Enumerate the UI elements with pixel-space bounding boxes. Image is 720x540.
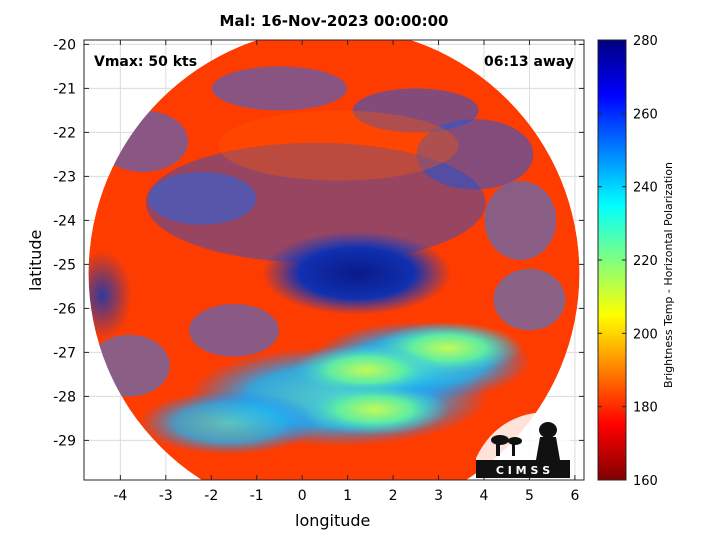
texture-blob-6: [211, 66, 347, 111]
y-axis-ticks: -20 -21 -22 -23 -24 -25 -26 -27 -28 -29: [53, 37, 584, 449]
x-tick-label: -3: [159, 488, 173, 504]
feature-cold-center: [261, 231, 452, 316]
satellite-dish-shape: [491, 435, 509, 445]
time-offset-label: 06:13 away: [484, 54, 574, 70]
water-tower-tank: [539, 422, 557, 438]
x-tick-label: 0: [298, 488, 307, 504]
y-tick-label: -29: [53, 433, 76, 449]
y-tick-label: -25: [53, 257, 76, 273]
cimss-logo: C I M S S: [476, 411, 570, 478]
cyan-band-southwest: [139, 390, 320, 455]
colorbar-tick-label: 260: [633, 107, 658, 122]
colorbar-ticks: 160 180 200 220 240 260 280: [598, 34, 658, 489]
texture-blob-0: [98, 110, 189, 172]
chart-title: Mal: 16-Nov-2023 00:00:00: [219, 12, 449, 30]
colorbar-tick-label: 240: [633, 181, 658, 196]
colorbar-tick-label: 280: [633, 34, 658, 49]
y-tick-label: -21: [53, 81, 76, 97]
y-tick-label: -22: [53, 125, 76, 141]
y-tick-label: -23: [53, 169, 76, 185]
feature-warm-band-south: [299, 383, 450, 436]
y-tick-label: -28: [53, 389, 76, 405]
x-tick-label: 6: [570, 488, 579, 504]
texture-blob-4: [189, 304, 279, 357]
colorbar-tick-label: 160: [633, 474, 658, 489]
vmax-label: Vmax: 50 kts: [94, 54, 198, 70]
x-tick-label: -1: [250, 488, 264, 504]
water-tower-legs: [536, 437, 560, 460]
texture-blob-1: [148, 172, 257, 225]
x-tick-label: 5: [525, 488, 534, 504]
texture-blob-5: [352, 88, 479, 133]
colorbar: [597, 39, 627, 481]
texture-blob-2: [416, 119, 534, 190]
colorbar-tick-label: 200: [633, 327, 658, 342]
x-axis-label: longitude: [295, 511, 371, 530]
texture-blob-3: [484, 180, 557, 260]
logo-text: C I M S S: [496, 464, 550, 477]
y-axis-label: latitude: [26, 229, 45, 291]
y-tick-label: -27: [53, 345, 76, 361]
cool-arc: [145, 142, 486, 263]
feature-cool-arc-north: [218, 110, 459, 181]
texture-blob-7: [493, 268, 566, 331]
x-tick-label: -4: [113, 488, 127, 504]
y-tick-label: -24: [53, 213, 76, 229]
x-tick-label: -2: [204, 488, 218, 504]
texture-blob-8: [88, 334, 170, 397]
x-tick-label: 4: [480, 488, 489, 504]
x-tick-label: 2: [389, 488, 398, 504]
axes-frame: [83, 39, 585, 481]
y-tick-label: -20: [53, 37, 76, 53]
dish-mast-shape: [496, 444, 500, 456]
feature-warm-band-center: [290, 344, 441, 396]
y-tick-label: -26: [53, 301, 76, 317]
colorbar-tick-label: 220: [633, 254, 658, 269]
feature-cold-spot-west: [88, 250, 133, 341]
colorbar-label: Brightness Temp - Horizontal Polarizatio…: [662, 162, 675, 388]
logo-banner: [476, 460, 570, 478]
x-axis-ticks: -4 -3 -2 -1 0 1 2 3 4 5 6: [113, 40, 579, 504]
x-tick-label: 3: [434, 488, 443, 504]
satellite-dish-shape-2: [508, 437, 522, 445]
colorbar-tick-label: 180: [633, 401, 658, 416]
dish-mast-shape-2: [512, 444, 515, 456]
x-tick-label: 1: [343, 488, 352, 504]
